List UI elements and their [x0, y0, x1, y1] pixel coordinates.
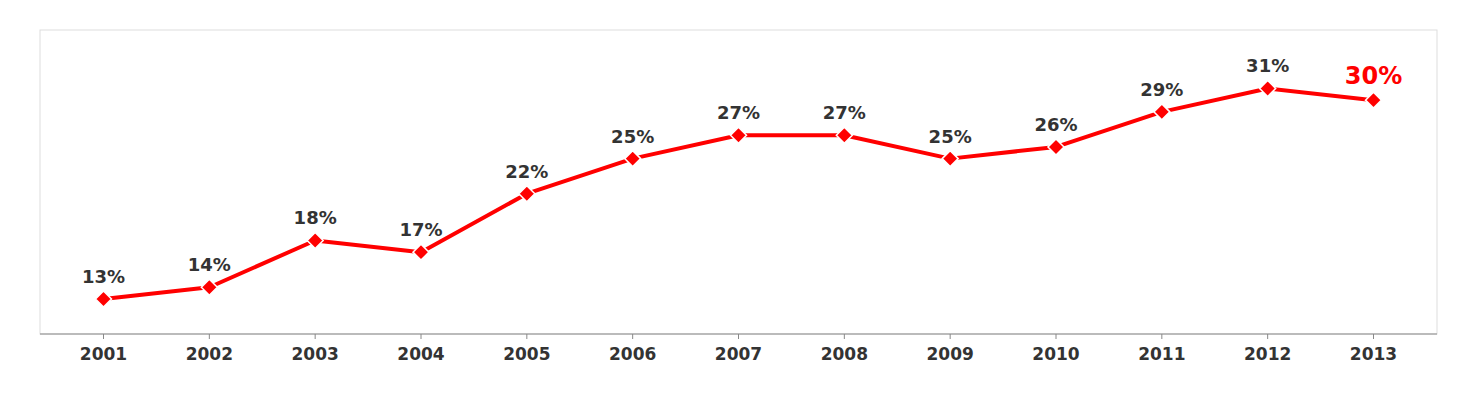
marker: [625, 151, 641, 167]
x-tick-label: 2008: [821, 344, 868, 364]
marker: [201, 279, 217, 295]
x-ticks: 2001 2002 2003 2004 2005 2006 2007 2008 2009 2010…: [80, 334, 1397, 364]
data-label: 31%: [1246, 55, 1289, 76]
marker: [307, 232, 323, 248]
data-label: 18%: [294, 207, 337, 228]
marker: [519, 186, 535, 202]
x-tick-label: 2013: [1350, 344, 1397, 364]
x-tick: [315, 334, 316, 339]
marker: [836, 127, 852, 143]
marker: [1154, 104, 1170, 120]
x-tick: [526, 334, 527, 339]
x-tick-label: 2004: [397, 344, 444, 364]
plot-frame: [40, 30, 1437, 334]
x-tick-label: 2005: [503, 344, 550, 364]
chart-container: 2001 2002 2003 2004 2005 2006 2007 2008 2009 2010…: [0, 0, 1477, 394]
marker: [942, 151, 958, 167]
marker: [731, 127, 747, 143]
x-tick: [1161, 334, 1162, 339]
x-tick: [950, 334, 951, 339]
data-label: 29%: [1140, 79, 1183, 100]
x-tick: [421, 334, 422, 339]
x-tick-label: 2009: [927, 344, 974, 364]
x-tick-label: 2007: [715, 344, 762, 364]
data-labels: 13% 14% 18% 17% 22% 25% 27% 27% 25% 26% 29% 31% 30%: [82, 55, 1402, 286]
x-tick-label: 2002: [186, 344, 233, 364]
data-label: 25%: [611, 126, 654, 147]
marker: [1366, 92, 1382, 108]
chart: 2001 2002 2003 2004 2005 2006 2007 2008 2009 2010…: [0, 0, 1477, 394]
x-tick-label: 2011: [1138, 344, 1185, 364]
marker: [96, 291, 112, 307]
x-tick: [1267, 334, 1268, 339]
x-tick-label: 2010: [1032, 344, 1079, 364]
marker: [1048, 139, 1064, 155]
data-label: 22%: [505, 161, 548, 182]
data-label: 30%: [1345, 62, 1402, 90]
data-label: 17%: [399, 219, 442, 240]
data-label: 27%: [823, 102, 866, 123]
x-tick-label: 2001: [80, 344, 127, 364]
x-tick-label: 2006: [609, 344, 656, 364]
x-tick: [1373, 334, 1374, 339]
x-tick-label: 2003: [292, 344, 339, 364]
data-label: 13%: [82, 266, 125, 287]
x-tick: [632, 334, 633, 339]
x-tick: [738, 334, 739, 339]
x-tick: [209, 334, 210, 339]
x-tick: [1056, 334, 1057, 339]
plot-area: [96, 80, 1382, 306]
data-label: 27%: [717, 102, 760, 123]
data-label: 14%: [188, 254, 231, 275]
x-tick: [844, 334, 845, 339]
data-label: 26%: [1034, 114, 1077, 135]
x-tick: [103, 334, 104, 339]
marker: [1260, 80, 1276, 96]
x-tick-label: 2012: [1244, 344, 1291, 364]
data-label: 25%: [929, 126, 972, 147]
marker: [413, 244, 429, 260]
line: [104, 88, 1374, 298]
